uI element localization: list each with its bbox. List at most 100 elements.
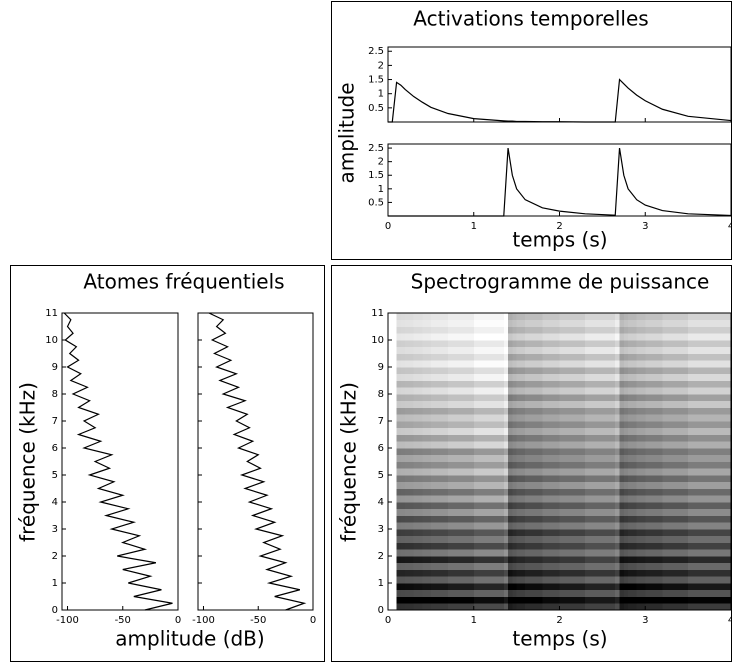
spectrogram-cell: [413, 353, 423, 361]
spectrogram-cell: [508, 346, 513, 354]
spectrogram-cell: [448, 454, 475, 462]
spectrogram-cell: [542, 461, 560, 469]
spectrogram-cell: [688, 407, 732, 415]
spectrogram-cell: [559, 373, 586, 381]
spectrogram-cell: [585, 508, 616, 516]
spectrogram-cell: [430, 326, 449, 334]
spectrogram-cell: [392, 421, 397, 429]
spectrogram-cell: [388, 373, 393, 381]
spectrogram-cell: [508, 488, 513, 496]
spectrogram-cell: [405, 549, 415, 557]
spectrogram-cell: [559, 319, 586, 327]
spectrogram-cell: [422, 542, 432, 550]
spectrogram-cell: [392, 583, 397, 591]
spectrogram-cell: [396, 448, 402, 456]
spectrogram-cell: [512, 340, 517, 348]
spectrogram-cell: [525, 367, 543, 375]
spectrogram-cell: [525, 535, 543, 543]
spectrogram-cell: [516, 441, 526, 449]
spectrogram-cell: [636, 326, 646, 334]
spectrogram-cell: [430, 373, 449, 381]
spectrogram-cell: [448, 461, 475, 469]
x-tick-label: 0: [385, 221, 391, 232]
x-tick-label: -100: [192, 615, 215, 626]
spectrogram-cell: [422, 556, 432, 564]
spectrogram-cell: [405, 535, 415, 543]
spectrogram-cell: [448, 360, 475, 368]
spectrogram-cell: [413, 346, 423, 354]
spectrogram-cell: [525, 576, 543, 584]
spectrogram-cell: [422, 340, 432, 348]
spectrogram-cell: [413, 522, 423, 530]
spectrogram-cell: [392, 414, 397, 422]
spectrogram-cell: [448, 346, 475, 354]
spectrogram-cell: [628, 367, 637, 375]
spectrogram-cell: [645, 596, 663, 604]
spectrogram-cell: [448, 562, 475, 570]
spectrogram-cell: [392, 589, 397, 597]
spectrogram-cell: [559, 583, 586, 591]
spectrogram-cell: [512, 414, 517, 422]
spectrogram-cell: [448, 468, 475, 476]
spectrogram-cell: [396, 319, 402, 327]
spectrogram-cell: [396, 407, 402, 415]
spectrogram-cell: [525, 502, 543, 510]
spectrogram-cell: [503, 400, 509, 408]
spectrogram-cell: [388, 569, 393, 577]
spectrogram-cell: [615, 603, 620, 611]
spectrogram-cell: [400, 434, 406, 442]
spectrogram-cell: [422, 535, 432, 543]
spectrogram-cell: [388, 535, 393, 543]
spectrogram-cell: [559, 535, 586, 543]
spectrogram-cell: [422, 549, 432, 557]
spectrogram-cell: [615, 400, 620, 408]
spectrogram-cell: [559, 603, 586, 611]
spectrogram-cell: [388, 360, 393, 368]
spectrogram-cell: [542, 394, 560, 402]
spectrogram-cell: [688, 576, 732, 584]
spectrogram-cell: [400, 529, 406, 537]
spectrogram-cell: [525, 400, 543, 408]
spectrogram-cell: [628, 576, 637, 584]
spectrogram-cell: [508, 468, 513, 476]
spectrogram-cell: [422, 387, 432, 395]
spectrogram-cell: [516, 488, 526, 496]
spectrogram-cell: [400, 387, 406, 395]
spectrogram-cell: [448, 333, 475, 341]
spectrogram-cell: [623, 387, 629, 395]
spectrogram-cell: [615, 468, 620, 476]
spectrogram-cell: [615, 353, 620, 361]
spectrogram-cell: [636, 508, 646, 516]
spectrogram-cell: [623, 353, 629, 361]
spectrogram-cell: [645, 569, 663, 577]
spectrogram-cell: [623, 326, 629, 334]
spectrogram-cell: [585, 475, 616, 483]
spectrogram-cell: [503, 454, 509, 462]
y-tick-label: 3: [52, 524, 58, 535]
spectrogram-cell: [619, 576, 625, 584]
spectrogram-cell: [662, 508, 689, 516]
spectrogram-cell: [448, 542, 475, 550]
spectrogram-cell: [619, 313, 625, 321]
y-tick-label: 5: [52, 470, 58, 481]
spectrogram-cell: [688, 583, 732, 591]
spectrogram-cell: [542, 373, 560, 381]
spectrogram-cell: [512, 333, 517, 341]
spectrogram-cell: [559, 515, 586, 523]
spectrogram-cell: [525, 495, 543, 503]
spectrogram-cell: [542, 367, 560, 375]
spectrogram-cell: [422, 326, 432, 334]
spectrogram-cell: [628, 427, 637, 435]
spectrogram-cell: [559, 576, 586, 584]
spectrogram-cell: [388, 583, 393, 591]
spectrogram-cell: [688, 414, 732, 422]
spectrogram-cell: [636, 353, 646, 361]
spectrogram-cell: [400, 346, 406, 354]
spectrogram-cell: [688, 427, 732, 435]
spectrogram-cell: [430, 400, 449, 408]
spectrogram-cell: [422, 529, 432, 537]
spectrogram-cell: [662, 475, 689, 483]
spectrogram-cell: [662, 441, 689, 449]
spectrogram-cell: [615, 340, 620, 348]
